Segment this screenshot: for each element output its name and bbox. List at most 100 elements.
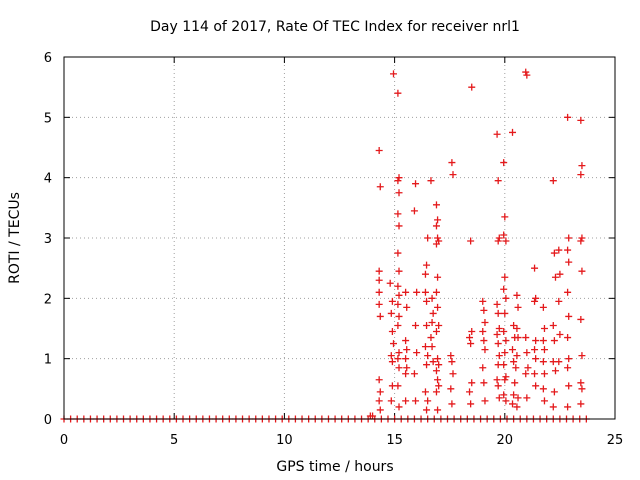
data-point bbox=[577, 400, 585, 408]
data-point bbox=[423, 361, 431, 369]
data-point bbox=[394, 89, 402, 97]
x-axis-label: GPS time / hours bbox=[276, 459, 393, 475]
data-point bbox=[501, 309, 509, 317]
data-point bbox=[522, 68, 530, 76]
data-point bbox=[493, 331, 501, 339]
data-point bbox=[395, 291, 403, 299]
data-point bbox=[434, 216, 442, 224]
data-point bbox=[421, 270, 429, 278]
data-point bbox=[395, 189, 403, 197]
data-point bbox=[389, 70, 397, 78]
data-point bbox=[448, 400, 456, 408]
data-point bbox=[578, 267, 586, 275]
data-point bbox=[565, 382, 573, 390]
axis-ticks: 0 5 10 15 20 25 0 1 2 3 4 5 6 bbox=[44, 51, 624, 448]
data-point bbox=[540, 370, 548, 378]
data-point bbox=[577, 315, 585, 323]
data-point bbox=[532, 355, 540, 363]
y-tick-label: 0 bbox=[44, 413, 52, 428]
grid bbox=[64, 57, 615, 419]
data-point bbox=[578, 234, 586, 242]
data-point bbox=[413, 349, 421, 357]
data-point bbox=[501, 213, 509, 221]
data-point bbox=[502, 397, 510, 405]
data-point bbox=[493, 376, 501, 384]
data-point bbox=[510, 358, 518, 366]
data-point bbox=[449, 171, 457, 179]
data-point bbox=[412, 397, 420, 405]
data-point bbox=[423, 297, 431, 305]
data-point bbox=[513, 291, 521, 299]
y-tick-label: 1 bbox=[44, 353, 52, 368]
data-point bbox=[387, 352, 395, 360]
data-point bbox=[432, 201, 440, 209]
data-point bbox=[386, 279, 394, 287]
data-point bbox=[432, 222, 440, 230]
data-point bbox=[369, 412, 377, 420]
data-point bbox=[468, 379, 476, 387]
data-point bbox=[523, 394, 531, 402]
data-point bbox=[394, 355, 402, 363]
data-point bbox=[514, 394, 522, 402]
data-point bbox=[495, 234, 503, 242]
data-point bbox=[466, 334, 474, 342]
data-point bbox=[565, 234, 573, 242]
data-point bbox=[388, 328, 396, 336]
data-point bbox=[387, 397, 395, 405]
data-point bbox=[500, 391, 508, 399]
data-point bbox=[531, 264, 539, 272]
data-point bbox=[376, 406, 384, 414]
data-point bbox=[531, 346, 539, 354]
data-point bbox=[432, 328, 440, 336]
x-tick-label: 15 bbox=[386, 433, 403, 448]
data-point bbox=[556, 331, 564, 339]
data-point bbox=[501, 376, 509, 384]
data-point bbox=[467, 400, 475, 408]
data-point bbox=[403, 303, 411, 311]
data-point bbox=[500, 361, 508, 369]
data-point bbox=[435, 361, 443, 369]
data-point bbox=[421, 288, 429, 296]
data-point bbox=[403, 346, 411, 354]
data-point bbox=[500, 328, 508, 336]
data-point bbox=[509, 346, 517, 354]
data-point bbox=[394, 282, 402, 290]
data-point bbox=[479, 328, 487, 336]
data-point bbox=[494, 177, 502, 185]
data-point bbox=[434, 406, 442, 414]
data-point bbox=[577, 171, 585, 179]
data-point bbox=[421, 388, 429, 396]
data-point bbox=[421, 343, 429, 351]
data-point bbox=[502, 373, 510, 381]
data-point bbox=[540, 397, 548, 405]
data-point bbox=[410, 207, 418, 215]
data-point bbox=[509, 128, 517, 136]
data-point bbox=[387, 309, 395, 317]
data-point bbox=[532, 294, 540, 302]
y-axis-label: ROTI / TECUs bbox=[7, 192, 23, 284]
data-point bbox=[395, 174, 403, 182]
data-point bbox=[427, 177, 435, 185]
y-tick-label: 4 bbox=[44, 172, 52, 187]
data-point bbox=[501, 349, 509, 357]
data-point bbox=[509, 400, 517, 408]
data-point bbox=[434, 376, 442, 384]
data-point bbox=[376, 183, 384, 191]
data-point bbox=[479, 364, 487, 372]
data-point bbox=[434, 355, 442, 363]
data-point bbox=[532, 337, 540, 345]
data-point bbox=[512, 364, 520, 372]
y-tick-label: 5 bbox=[44, 111, 52, 126]
data-point bbox=[389, 340, 397, 348]
data-point bbox=[564, 288, 572, 296]
data-point bbox=[449, 370, 457, 378]
data-point bbox=[394, 300, 402, 308]
data-point bbox=[551, 273, 559, 281]
data-point bbox=[467, 340, 475, 348]
data-point bbox=[428, 343, 436, 351]
data-point bbox=[578, 385, 586, 393]
data-point bbox=[375, 288, 383, 296]
data-points bbox=[60, 68, 590, 423]
data-point bbox=[494, 382, 502, 390]
